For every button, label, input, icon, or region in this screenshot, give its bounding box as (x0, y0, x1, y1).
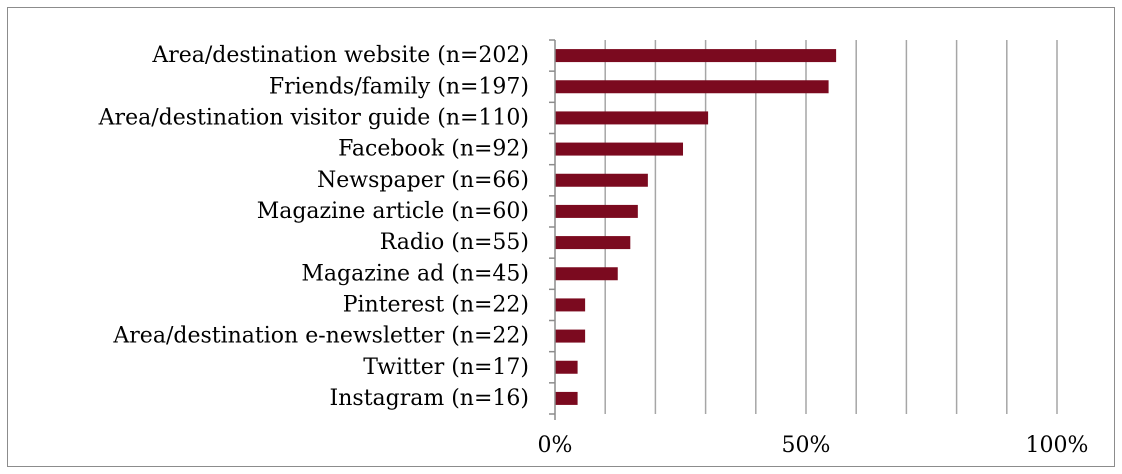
bar (555, 142, 684, 156)
bar (555, 360, 578, 374)
category-label: Friends/family (n=197) (269, 74, 529, 99)
category-label: Magazine ad (n=45) (301, 261, 529, 286)
category-label: Newspaper (n=66) (317, 168, 529, 193)
y-axis (549, 39, 556, 420)
bar (555, 49, 837, 63)
bar (555, 111, 709, 125)
category-label: Facebook (n=92) (338, 137, 529, 162)
category-label: Area/destination e-newsletter (n=22) (112, 324, 529, 349)
bar (555, 173, 648, 187)
bars (555, 49, 837, 405)
category-label: Pinterest (n=22) (343, 292, 529, 317)
category-label: Radio (n=55) (380, 230, 529, 255)
category-label: Magazine article (n=60) (257, 199, 529, 224)
category-label: Area/destination website (n=202) (151, 43, 529, 68)
bar (555, 391, 578, 405)
category-label: Area/destination visitor guide (n=110) (98, 105, 529, 130)
bar (555, 329, 586, 343)
category-label: Instagram (n=16) (330, 386, 529, 411)
bar (555, 204, 638, 218)
x-tick-label: 0% (538, 433, 573, 458)
bar (555, 267, 618, 281)
bar (555, 236, 631, 250)
category-label: Twitter (n=17) (363, 355, 529, 380)
x-tick-label: 100% (1026, 433, 1089, 458)
category-labels: Area/destination website (n=202) Friends/… (98, 43, 529, 411)
bar (555, 80, 829, 94)
gridlines (604, 40, 1058, 414)
x-tick-labels: 0% 50% 100% (538, 433, 1089, 458)
bar (555, 298, 586, 312)
x-tick-label: 50% (782, 433, 831, 458)
